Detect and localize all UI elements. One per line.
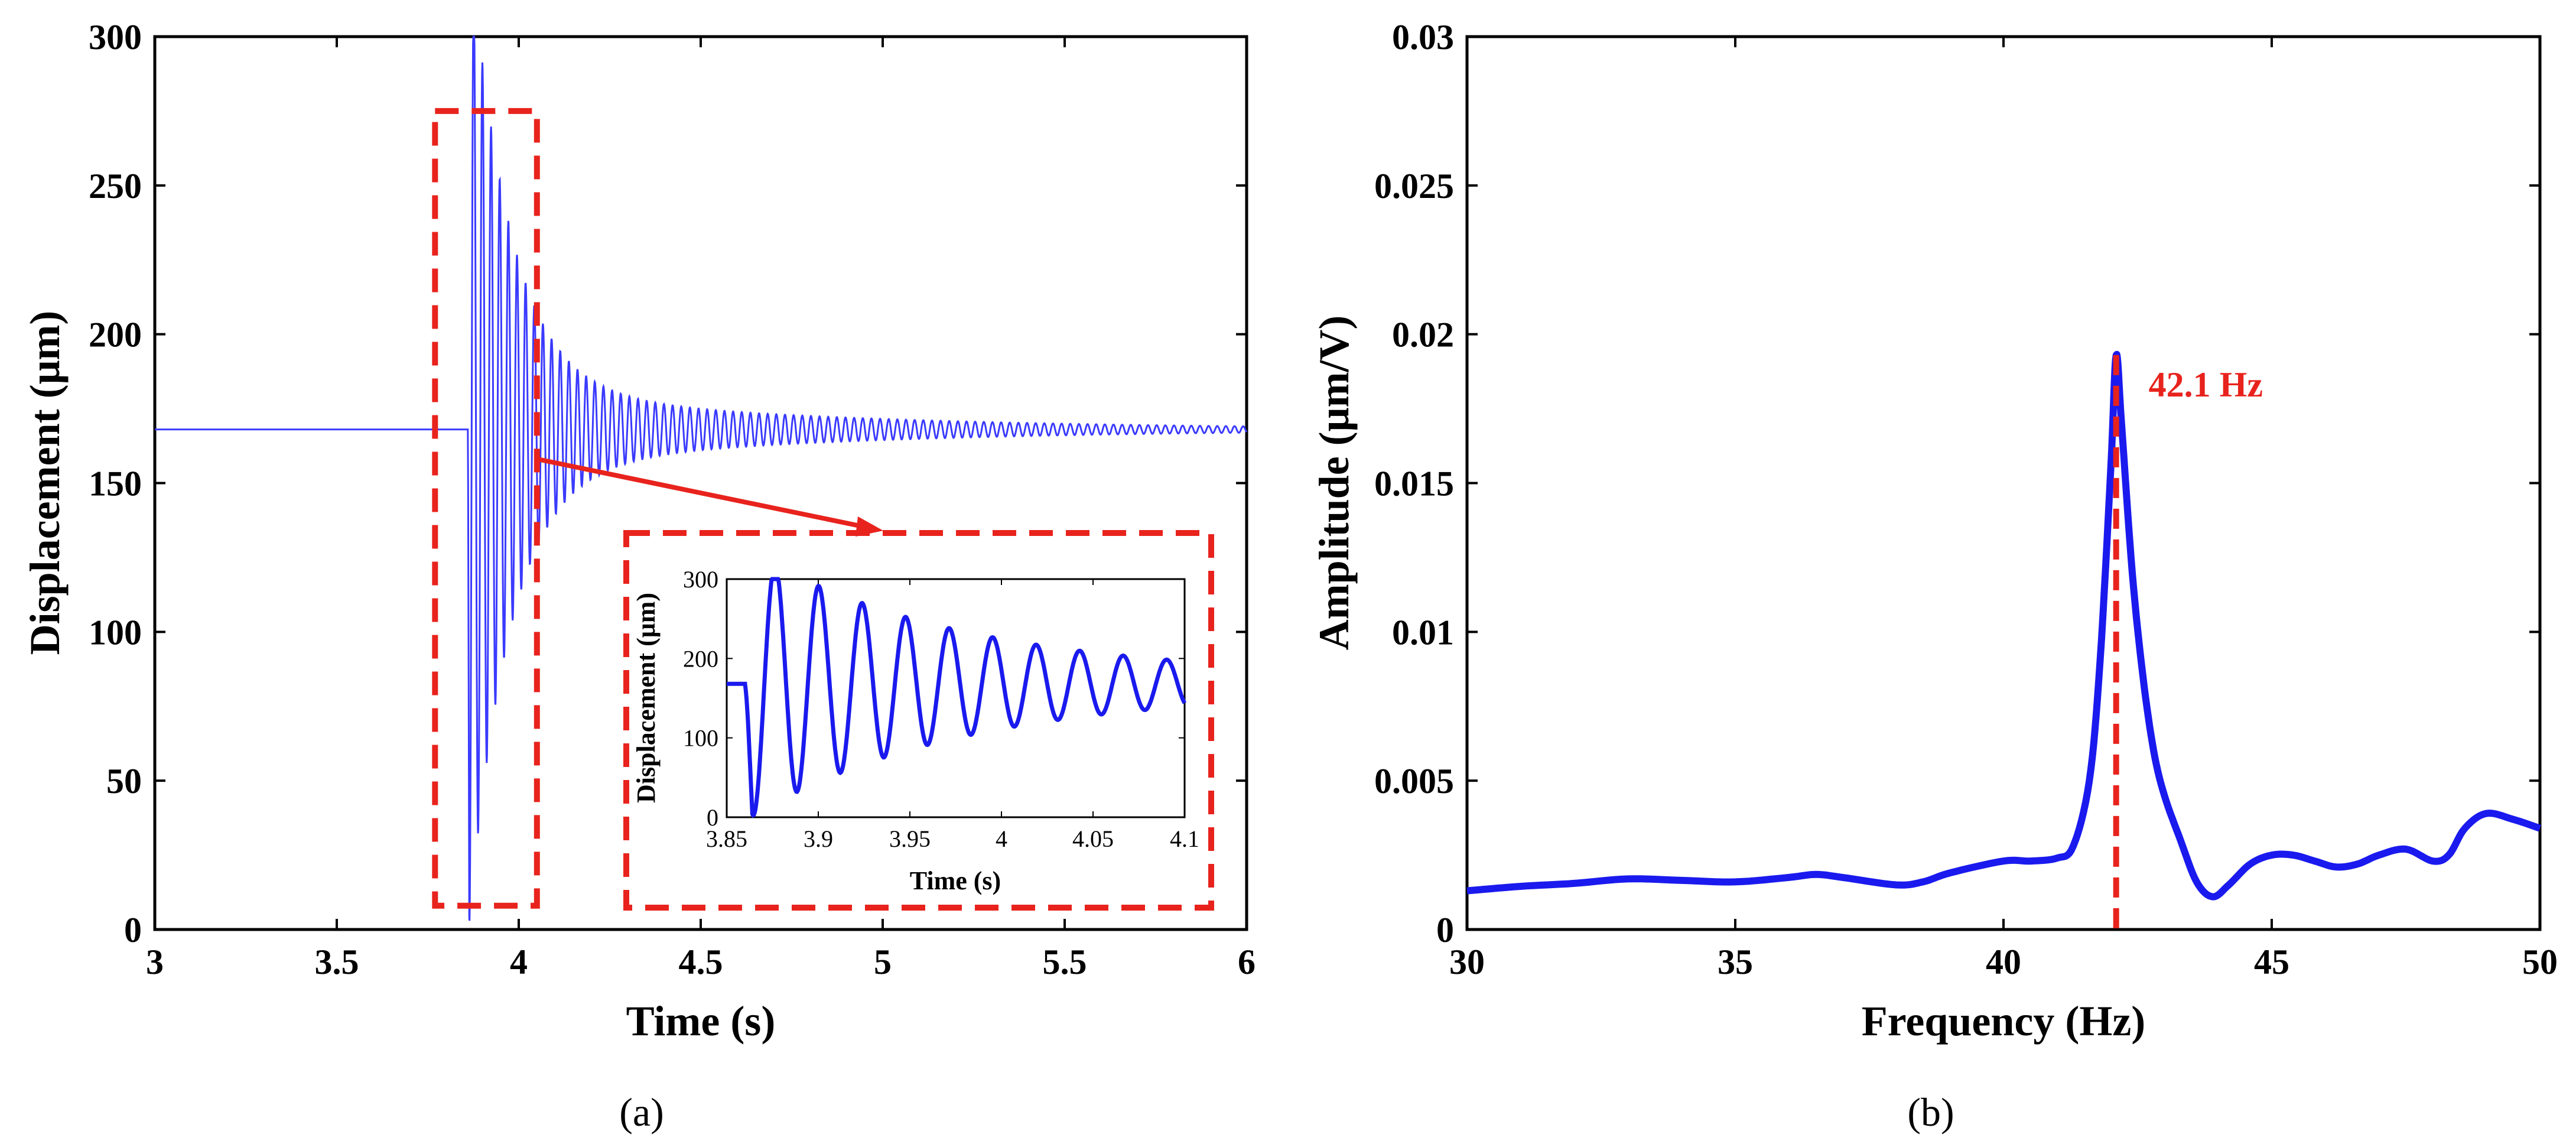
a-ytick-label: 0: [124, 911, 142, 950]
inset-y-ticks: 0 100 200 300: [683, 566, 1185, 831]
displacement-series-line: [155, 35, 1248, 921]
panel-label-a: (a): [619, 1090, 663, 1135]
y-ticks-a: 0 50 100 150 200 250 300: [89, 18, 1247, 950]
panel-label-b: (b): [1907, 1090, 1954, 1135]
inset-xtick-label: 3.9: [804, 826, 833, 852]
inset-xtick-label: 4.1: [1170, 826, 1199, 852]
b-ytick-label: 0.015: [1374, 464, 1454, 503]
a-xtick-label: 4.5: [679, 942, 723, 982]
highlight-box: [432, 108, 540, 909]
y-axis-label-a: Displacement (μm): [21, 311, 69, 655]
y-axis-label-b: Amplitude (μm/V): [1310, 316, 1358, 651]
amplitude-series-line: [1466, 350, 2542, 901]
b-ytick-label: 0.005: [1374, 762, 1454, 801]
x-ticks-a: 3 3.5 4 4.5 5 5.5 6: [146, 37, 1256, 982]
b-xtick-label: 45: [2254, 942, 2289, 982]
inset-ytick-label: 0: [707, 804, 718, 831]
inset-xtick-label: 3.85: [706, 826, 747, 852]
a-xtick-label: 5.5: [1043, 942, 1087, 982]
b-ytick-label: 0.025: [1374, 167, 1454, 206]
inset-x-label: Time (s): [910, 866, 1001, 895]
a-ytick-label: 200: [89, 316, 142, 355]
b-ytick-label: 0.02: [1392, 316, 1454, 355]
a-xtick-label: 4: [510, 942, 528, 982]
inset-xtick-label: 3.95: [889, 826, 931, 852]
x-axis-label-a: Time (s): [626, 997, 776, 1045]
a-ytick-label: 250: [89, 167, 142, 206]
a-ytick-label: 100: [89, 613, 142, 652]
plot-frame-b: [1465, 35, 2542, 931]
inset-x-ticks: 3.85 3.9 3.95 4 4.05 4.1: [706, 579, 1199, 852]
inset-xtick-label: 4: [996, 826, 1007, 852]
inset-frame-box: [623, 530, 1214, 911]
inset-ytick-label: 100: [683, 725, 718, 752]
inset-ytick-label: 200: [683, 645, 718, 672]
a-xtick-label: 3.5: [315, 942, 359, 982]
b-xtick-label: 40: [1986, 942, 2021, 982]
a-ytick-label: 150: [89, 464, 142, 503]
x-axis-label-b: Frequency (Hz): [1862, 997, 2146, 1045]
peak-annotation: 42.1 Hz: [2149, 365, 2263, 404]
inset-ytick-label: 300: [683, 566, 718, 593]
inset-series-line: [727, 577, 1187, 818]
a-xtick-label: 6: [1238, 942, 1256, 982]
b-ytick-label: 0.03: [1392, 18, 1454, 57]
y-ticks-b: 0 0.005 0.01 0.015 0.02 0.025 0.03: [1374, 18, 2540, 950]
inset-xtick-label: 4.05: [1072, 826, 1114, 852]
a-ytick-label: 300: [89, 18, 142, 57]
b-xtick-label: 30: [1449, 942, 1485, 982]
x-ticks-b: 30 35 40 45 50: [1449, 37, 2558, 982]
b-xtick-label: 50: [2522, 942, 2558, 982]
a-xtick-label: 3: [146, 942, 164, 982]
b-xtick-label: 35: [1718, 942, 1753, 982]
b-ytick-label: 0: [1436, 911, 1454, 950]
a-ytick-label: 50: [106, 762, 142, 801]
inset-y-label: Displacement (μm): [632, 593, 661, 803]
a-xtick-label: 5: [874, 942, 892, 982]
b-ytick-label: 0.01: [1392, 613, 1454, 652]
panel-a: 0 50 100 150 200 250 300 3 3.5 4 4.5 5 5.5 6 0 100 200…: [21, 18, 1256, 1135]
